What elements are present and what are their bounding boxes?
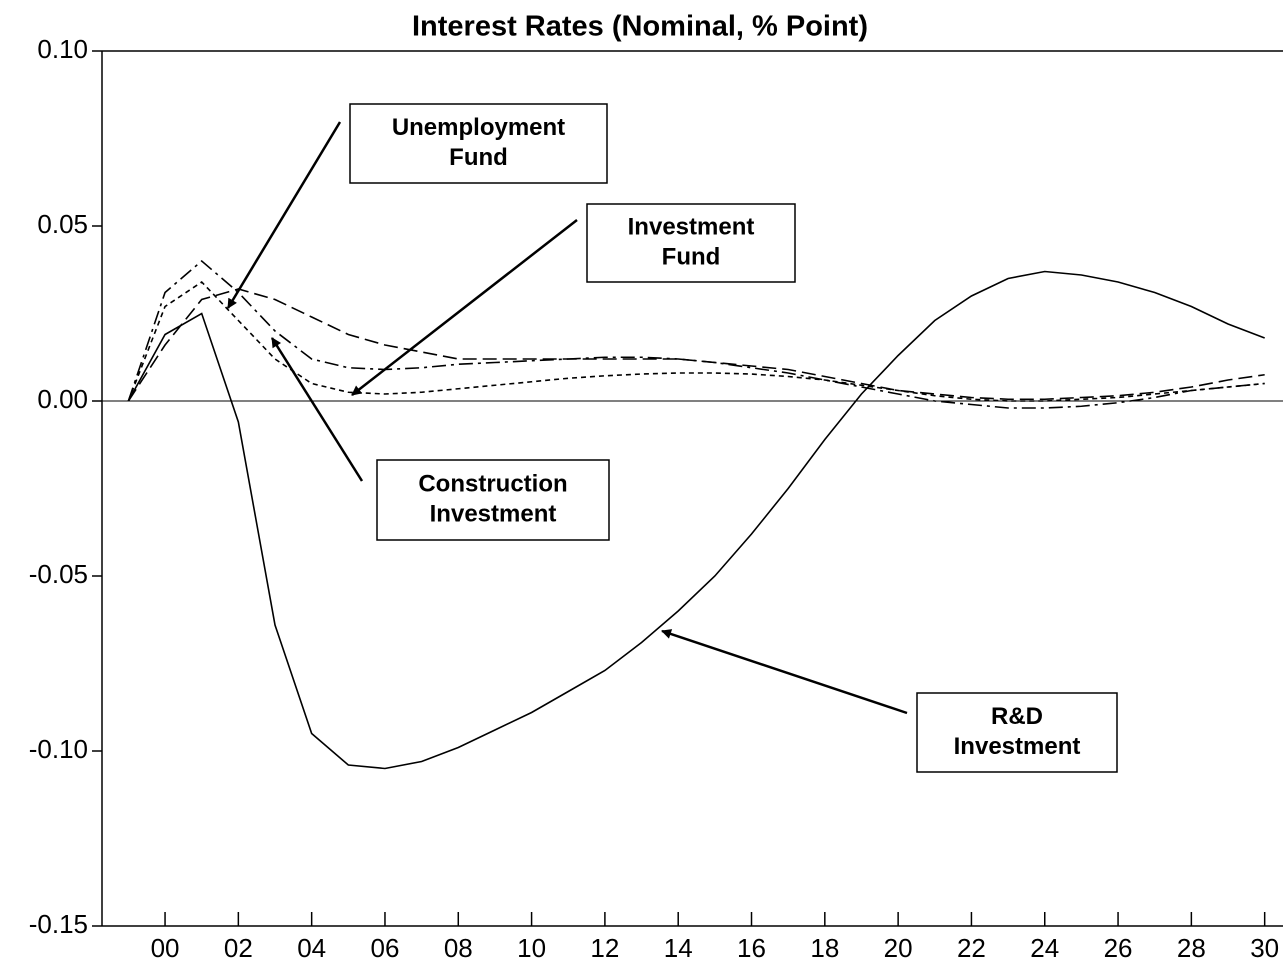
series-line [127, 259, 1265, 409]
annotation-arrow [661, 629, 908, 715]
annotation-box [376, 459, 610, 541]
annotation-text: Construction [418, 470, 567, 497]
annotation-text: R&D [991, 703, 1043, 730]
y-tick-label: -0.05 [29, 559, 88, 589]
x-tick-label: 02 [224, 933, 253, 963]
y-tick-label: -0.15 [29, 909, 88, 939]
annotation-text: Investment [628, 213, 755, 240]
chart-title: Interest Rates (Nominal, % Point) [412, 11, 868, 43]
x-tick-label: 26 [1104, 933, 1133, 963]
series-line [127, 288, 1265, 402]
annotation-text: Fund [449, 144, 508, 171]
annotation-arrow [226, 121, 342, 309]
y-tick-label: -0.10 [29, 734, 88, 764]
x-tick-label: 14 [664, 933, 693, 963]
x-tick-label: 04 [297, 933, 326, 963]
x-tick-label: 06 [371, 933, 400, 963]
x-tick-label: 20 [884, 933, 913, 963]
x-tick-label: 00 [151, 933, 180, 963]
x-tick-label: 08 [444, 933, 473, 963]
series-line [127, 270, 1265, 770]
annotation-text: Investment [954, 733, 1081, 760]
annotation-arrow [270, 337, 364, 482]
annotation-text: Unemployment [392, 114, 565, 141]
x-tick-label: 12 [590, 933, 619, 963]
y-tick-label: 0.10 [37, 34, 88, 64]
x-tick-label: 16 [737, 933, 766, 963]
series-line [127, 280, 1265, 402]
annotation-box [349, 103, 608, 184]
y-tick-label: 0.00 [37, 384, 88, 414]
x-tick-label: 24 [1030, 933, 1059, 963]
x-tick-label: 30 [1250, 933, 1279, 963]
x-tick-label: 10 [517, 933, 546, 963]
annotation-box [916, 692, 1118, 773]
annotation-arrow [351, 219, 578, 396]
annotation-box [586, 203, 796, 283]
annotation-text: Fund [662, 243, 721, 270]
x-tick-label: 28 [1177, 933, 1206, 963]
x-tick-label: 22 [957, 933, 986, 963]
annotation-text: Investment [430, 500, 557, 527]
y-tick-label: 0.05 [37, 209, 88, 239]
x-tick-label: 18 [810, 933, 839, 963]
